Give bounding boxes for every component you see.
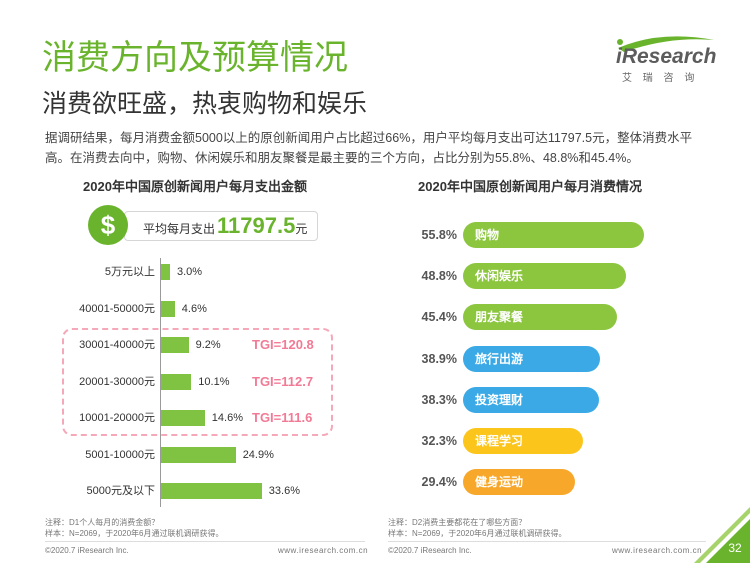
spending-value-label: 10.1% <box>198 374 229 390</box>
footer-copyright-left: ©2020.7 iResearch Inc. <box>45 545 129 556</box>
spending-value-label: 4.6% <box>182 301 207 317</box>
consumption-category-label: 投资理财 <box>475 387 523 413</box>
spending-bar <box>161 337 189 353</box>
footer-divider-right <box>388 541 706 542</box>
footer-copyright-right: ©2020.7 iResearch Inc. <box>388 545 472 556</box>
consumption-bar: 健身运动 <box>463 469 575 495</box>
consumption-note: 注释：D2消费主要都花在了哪些方面？ <box>388 517 526 528</box>
spending-note: 注释：D1个人每月的消费金额？ <box>45 517 159 528</box>
consumption-category-label: 购物 <box>475 222 499 248</box>
consumption-value-label: 45.4% <box>400 309 457 325</box>
spending-bar <box>161 447 236 463</box>
spending-bar-chart: 5万元以上 3.0% 40001-50000元 4.6% 30001-40000元 9.2… <box>40 255 350 513</box>
spending-category-label: 5001-10000元 <box>40 447 155 463</box>
consumption-value-label: 55.8% <box>400 227 457 243</box>
consumption-value-label: 48.8% <box>400 268 457 284</box>
footer-website-right: www.iresearch.com.cn <box>612 545 702 556</box>
slide: 消费方向及预算情况 消费欲旺盛，热衷购物和娱乐 iResearch 艾 瑞 咨 … <box>0 0 750 563</box>
spending-bar <box>161 410 205 426</box>
spending-bar <box>161 301 175 317</box>
logo-brand-text: iResearch <box>616 44 716 70</box>
tgi-label: TGI=111.6 <box>252 409 312 427</box>
consumption-bar-chart: 55.8% 购物 48.8% 休闲娱乐 45.4% 朋友聚餐 38.9% 旅行出游 38.3% 投… <box>400 215 700 500</box>
consumption-sample: 样本：N=2069，于2020年6月通过联机调研获得。 <box>388 528 567 539</box>
consumption-value-label: 32.3% <box>400 433 457 449</box>
intro-paragraph: 据调研结果，每月消费金额5000以上的原创新闻用户占比超过66%，用户平均每月支… <box>45 128 713 168</box>
spending-category-label: 5000元及以下 <box>40 483 155 499</box>
consumption-value-label: 38.9% <box>400 351 457 367</box>
spending-value-label: 3.0% <box>177 264 202 280</box>
consumption-category-label: 健身运动 <box>475 469 523 495</box>
logo-brand-cn-text: 艾 瑞 咨 询 <box>622 72 698 86</box>
footer-divider-left <box>45 541 365 542</box>
consumption-value-label: 29.4% <box>400 474 457 490</box>
consumption-chart-title: 2020年中国原创新闻用户每月消费情况 <box>395 178 665 196</box>
page-title: 消费方向及预算情况 <box>42 36 348 80</box>
spending-category-label: 5万元以上 <box>40 264 155 280</box>
consumption-bar: 休闲娱乐 <box>463 263 626 289</box>
average-spending-box: 平均每月支出 11797.5 元 <box>124 211 318 241</box>
consumption-bar: 购物 <box>463 222 644 248</box>
spending-category-label: 30001-40000元 <box>40 337 155 353</box>
consumption-bar: 旅行出游 <box>463 346 600 372</box>
consumption-category-label: 朋友聚餐 <box>475 304 523 330</box>
consumption-bar: 朋友聚餐 <box>463 304 617 330</box>
average-spending-unit: 元 <box>295 220 307 237</box>
spending-value-label: 9.2% <box>196 337 221 353</box>
consumption-value-label: 38.3% <box>400 392 457 408</box>
spending-category-label: 10001-20000元 <box>40 410 155 426</box>
spending-sample: 样本：N=2069，于2020年6月通过联机调研获得。 <box>45 528 224 539</box>
page-subtitle: 消费欲旺盛，热衷购物和娱乐 <box>42 88 367 120</box>
page-number: 32 <box>724 541 746 555</box>
consumption-category-label: 课程学习 <box>475 428 523 454</box>
tgi-label: TGI=120.8 <box>252 336 314 354</box>
spending-category-label: 20001-30000元 <box>40 374 155 390</box>
spending-category-label: 40001-50000元 <box>40 301 155 317</box>
footer-website-left: www.iresearch.com.cn <box>278 545 368 556</box>
spending-chart-title: 2020年中国原创新闻用户每月支出金额 <box>40 178 350 196</box>
consumption-bar: 投资理财 <box>463 387 599 413</box>
average-spending-value: 11797.5 <box>217 214 295 238</box>
spending-value-label: 33.6% <box>269 483 300 499</box>
consumption-category-label: 休闲娱乐 <box>475 263 523 289</box>
iresearch-logo: iResearch 艾 瑞 咨 询 <box>610 34 718 90</box>
spending-bar <box>161 374 191 390</box>
spending-bar <box>161 483 262 499</box>
consumption-category-label: 旅行出游 <box>475 346 523 372</box>
spending-value-label: 14.6% <box>212 410 243 426</box>
consumption-bar: 课程学习 <box>463 428 583 454</box>
tgi-label: TGI=112.7 <box>252 373 313 391</box>
average-spending-label: 平均每月支出 <box>143 220 215 237</box>
dollar-icon: $ <box>88 205 128 245</box>
spending-bar <box>161 264 170 280</box>
spending-value-label: 24.9% <box>243 447 274 463</box>
